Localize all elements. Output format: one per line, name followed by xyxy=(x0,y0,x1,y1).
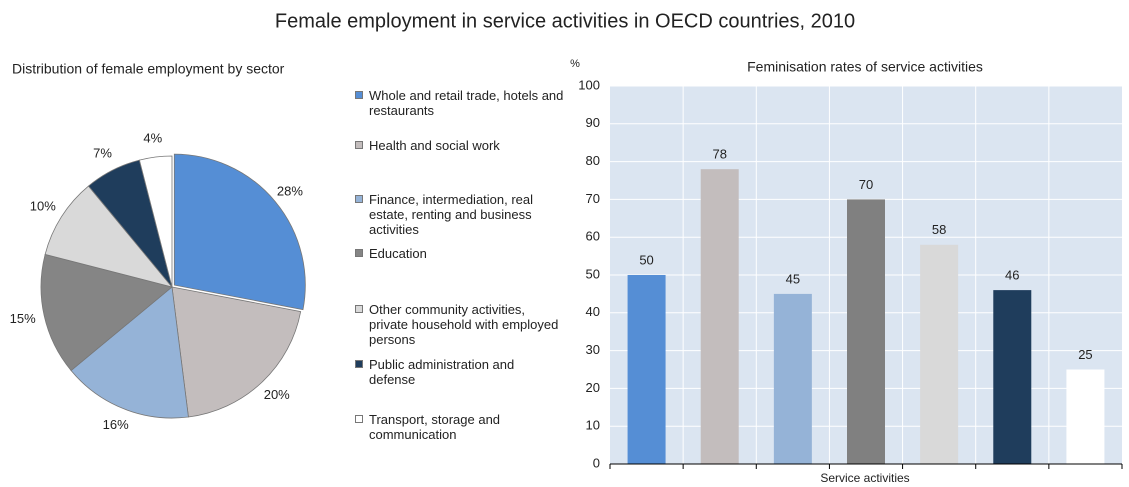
slice-label: 20% xyxy=(264,387,290,402)
legend-swatch xyxy=(355,360,363,368)
value-label: 50 xyxy=(639,252,653,267)
y-tick-label: 90 xyxy=(586,115,600,130)
pie-slice xyxy=(40,253,173,372)
x-axis-label: Service activities xyxy=(820,471,909,485)
slice-label: 15% xyxy=(10,311,36,326)
value-label: 46 xyxy=(1005,268,1019,283)
bar xyxy=(920,244,959,464)
bar-title: Feminisation rates of service activities xyxy=(747,59,983,75)
y-tick-label: 50 xyxy=(586,266,600,281)
bar xyxy=(700,169,739,464)
legend-item: Whole and retail trade, hotels and resta… xyxy=(355,88,564,118)
value-label: 78 xyxy=(712,147,726,162)
y-tick-label: 80 xyxy=(586,153,600,168)
page-title: Female employment in service activities … xyxy=(275,10,855,32)
value-label: 70 xyxy=(859,177,873,192)
slice-label: 4% xyxy=(143,131,162,146)
slice-label: 7% xyxy=(93,146,112,161)
value-label: 58 xyxy=(932,222,946,237)
legend-item: Health and social work xyxy=(355,138,564,153)
legend-label: Transport, storage and communication xyxy=(369,412,501,442)
slice-label: 28% xyxy=(277,183,303,198)
legend-swatch xyxy=(355,91,363,99)
legend-item: Education xyxy=(355,246,564,261)
slice-label: 16% xyxy=(103,417,129,432)
pie-slice xyxy=(171,286,302,418)
y-tick-label: 60 xyxy=(586,229,600,244)
bar xyxy=(627,275,666,464)
legend-item: Finance, intermediation, real estate, re… xyxy=(355,192,564,237)
bar xyxy=(993,290,1032,464)
legend-label: Health and social work xyxy=(369,138,500,153)
legend-swatch xyxy=(355,141,363,149)
bar xyxy=(847,199,885,464)
legend-item: Transport, storage and communication xyxy=(355,412,564,442)
pie-slice xyxy=(44,185,174,288)
legend-swatch xyxy=(355,195,363,203)
pie-title: Distribution of female employment by sec… xyxy=(12,61,285,77)
y-tick-label: 100 xyxy=(578,77,600,92)
y-tick-label: 30 xyxy=(586,342,600,357)
legend-item: Other community activities, private hous… xyxy=(355,302,564,347)
bar xyxy=(1066,369,1105,464)
legend-swatch xyxy=(355,249,363,257)
legend-item: Public administration and defense xyxy=(355,357,564,387)
pie-slice xyxy=(173,153,306,311)
y-tick-label: 10 xyxy=(586,418,600,433)
y-tick-label: 0 xyxy=(593,455,600,470)
y-tick-label: 40 xyxy=(586,304,600,319)
y-tick-label: 70 xyxy=(586,191,600,206)
bar xyxy=(773,293,812,464)
y-tick-label: 20 xyxy=(586,380,600,395)
legend-label: Other community activities, private hous… xyxy=(369,302,559,347)
legend-label: Finance, intermediation, real estate, re… xyxy=(369,192,534,237)
slice-label: 10% xyxy=(30,199,56,214)
legend-label: Education xyxy=(369,246,427,261)
pie-slice xyxy=(138,155,173,288)
legend-label: Whole and retail trade, hotels and resta… xyxy=(369,88,564,118)
value-label: 45 xyxy=(786,271,800,286)
legend-swatch xyxy=(355,415,363,423)
legend-label: Public administration and defense xyxy=(369,357,515,387)
value-label: 25 xyxy=(1078,347,1092,362)
pie-slice xyxy=(70,286,189,419)
legend-swatch xyxy=(355,305,363,313)
y-axis-label: % xyxy=(570,58,580,70)
